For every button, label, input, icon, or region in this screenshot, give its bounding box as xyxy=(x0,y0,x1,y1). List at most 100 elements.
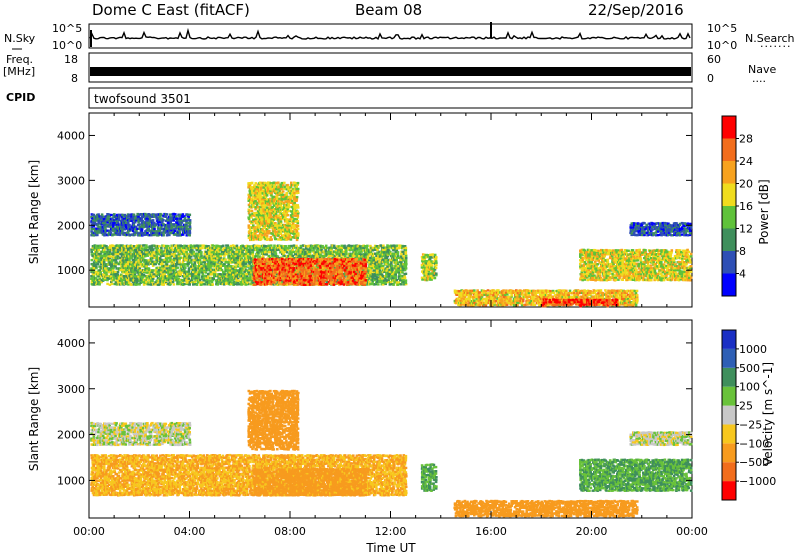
freq-left-tick-high: 18 xyxy=(64,53,78,66)
echo-cell xyxy=(220,255,223,257)
echo-cell xyxy=(397,251,400,253)
echo-cell xyxy=(356,261,359,263)
echo-cell xyxy=(405,279,408,281)
echo-cell xyxy=(281,258,284,260)
echo-region xyxy=(252,258,367,286)
echo-cell xyxy=(330,279,333,281)
beam-title: Beam 08 xyxy=(355,1,422,19)
nave-line-style: ···· xyxy=(752,75,766,88)
echo-cell xyxy=(117,273,120,275)
echo-cell xyxy=(356,283,359,285)
echo-cell xyxy=(307,284,310,286)
echo-cell xyxy=(262,265,265,267)
echo-cell xyxy=(192,277,195,279)
echo-cell xyxy=(148,267,151,269)
echo-cell xyxy=(373,257,376,259)
echo-cell xyxy=(349,249,352,251)
echo-cell xyxy=(211,281,214,283)
echo-cell xyxy=(205,271,208,273)
power-echo-cells xyxy=(90,181,693,307)
echo-cell xyxy=(248,261,251,263)
echo-cell xyxy=(183,251,186,253)
echo-cell xyxy=(398,247,401,249)
echo-cell xyxy=(118,219,121,221)
echo-cell xyxy=(396,245,399,247)
echo-cell xyxy=(356,247,359,249)
echo-cell xyxy=(112,245,115,247)
freq-label-line2: [MHz] xyxy=(3,65,35,78)
echo-cell xyxy=(391,265,394,267)
echo-cell xyxy=(360,264,363,266)
echo-cell xyxy=(272,253,275,255)
nsky-trace xyxy=(90,22,690,47)
echo-cell xyxy=(105,245,108,247)
echo-cell xyxy=(237,265,240,267)
echo-cell xyxy=(246,275,249,277)
echo-cell xyxy=(270,244,273,246)
echo-cell xyxy=(258,279,261,281)
echo-cell xyxy=(343,258,346,260)
echo-cell xyxy=(160,247,163,249)
echo-cell xyxy=(188,278,191,280)
date-title: 22/Sep/2016 xyxy=(588,1,684,19)
echo-cell xyxy=(200,261,203,263)
echo-cell xyxy=(194,265,197,267)
echo-cell xyxy=(169,257,172,259)
echo-cell xyxy=(222,245,225,247)
echo-cell xyxy=(138,224,141,226)
echo-cell xyxy=(354,273,357,275)
nsky-left-tick-low: 10^0 xyxy=(52,39,82,52)
echo-cell xyxy=(199,245,202,247)
echo-cell xyxy=(226,269,229,271)
echo-cell xyxy=(309,272,312,274)
echo-cell xyxy=(394,273,397,275)
nsky-panel: N.Sky 10^5 10^0 10^5 10^0 N.Search ·····… xyxy=(4,22,795,53)
echo-cell xyxy=(303,284,306,286)
cpid-panel: CPID twofsound 3501 xyxy=(6,88,692,108)
echo-cell xyxy=(207,275,210,277)
echo-cell xyxy=(157,253,160,255)
echo-cell xyxy=(229,249,232,251)
echo-cell xyxy=(99,271,102,273)
echo-cell xyxy=(254,284,257,286)
echo-cell xyxy=(344,247,347,249)
echo-cell xyxy=(268,251,271,253)
echo-cell xyxy=(273,281,276,283)
echo-cell xyxy=(363,277,366,279)
echo-cell xyxy=(198,273,201,275)
echo-cell xyxy=(400,253,403,255)
echo-cell xyxy=(343,265,346,267)
echo-cell xyxy=(268,245,271,247)
nsky-label: N.Sky xyxy=(4,32,36,45)
echo-cell xyxy=(405,261,408,263)
echo-cell xyxy=(188,283,191,285)
echo-cell xyxy=(314,279,317,281)
echo-cell xyxy=(113,213,116,215)
cpid-program: twofsound 3501 xyxy=(94,92,191,106)
echo-cell xyxy=(363,284,366,286)
echo-cell xyxy=(405,282,408,284)
echo-cell xyxy=(123,228,126,230)
echo-cell xyxy=(184,267,187,269)
echo-cell xyxy=(326,247,329,249)
echo-cell xyxy=(252,253,255,255)
echo-cell xyxy=(110,232,113,234)
echo-cell xyxy=(114,271,117,273)
echo-cell xyxy=(345,249,348,251)
echo-cell xyxy=(365,265,368,267)
echo-cell xyxy=(343,245,346,247)
echo-cell xyxy=(365,268,368,270)
echo-cell xyxy=(305,271,308,273)
echo-cell xyxy=(326,279,329,281)
echo-cell xyxy=(90,275,93,277)
echo-cell xyxy=(258,245,261,247)
echo-cell xyxy=(296,279,299,281)
nsearch-line-style: ······· xyxy=(760,40,791,53)
echo-cell xyxy=(134,271,137,273)
echo-cell xyxy=(166,263,169,265)
echo-cell xyxy=(322,271,325,273)
nave-right-tick-low: 0 xyxy=(707,72,714,85)
echo-cell xyxy=(163,273,166,275)
echo-cell xyxy=(95,265,98,267)
echo-cell xyxy=(292,255,295,257)
